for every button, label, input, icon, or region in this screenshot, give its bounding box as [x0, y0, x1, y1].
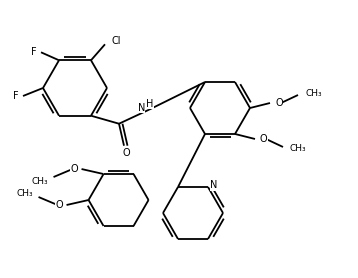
Text: N: N — [137, 103, 145, 113]
Text: O: O — [260, 134, 268, 144]
Text: CH₃: CH₃ — [290, 145, 306, 153]
Text: O: O — [56, 200, 63, 210]
Text: H: H — [146, 99, 154, 109]
Text: CH₃: CH₃ — [305, 88, 321, 98]
Text: N: N — [210, 180, 218, 190]
Text: CH₃: CH₃ — [32, 177, 49, 185]
Text: O: O — [71, 164, 78, 174]
Text: F: F — [13, 91, 19, 101]
Text: O: O — [275, 98, 282, 108]
Text: CH₃: CH₃ — [17, 188, 34, 197]
Text: O: O — [122, 148, 130, 158]
Text: Cl: Cl — [112, 36, 121, 46]
Text: F: F — [32, 47, 37, 57]
